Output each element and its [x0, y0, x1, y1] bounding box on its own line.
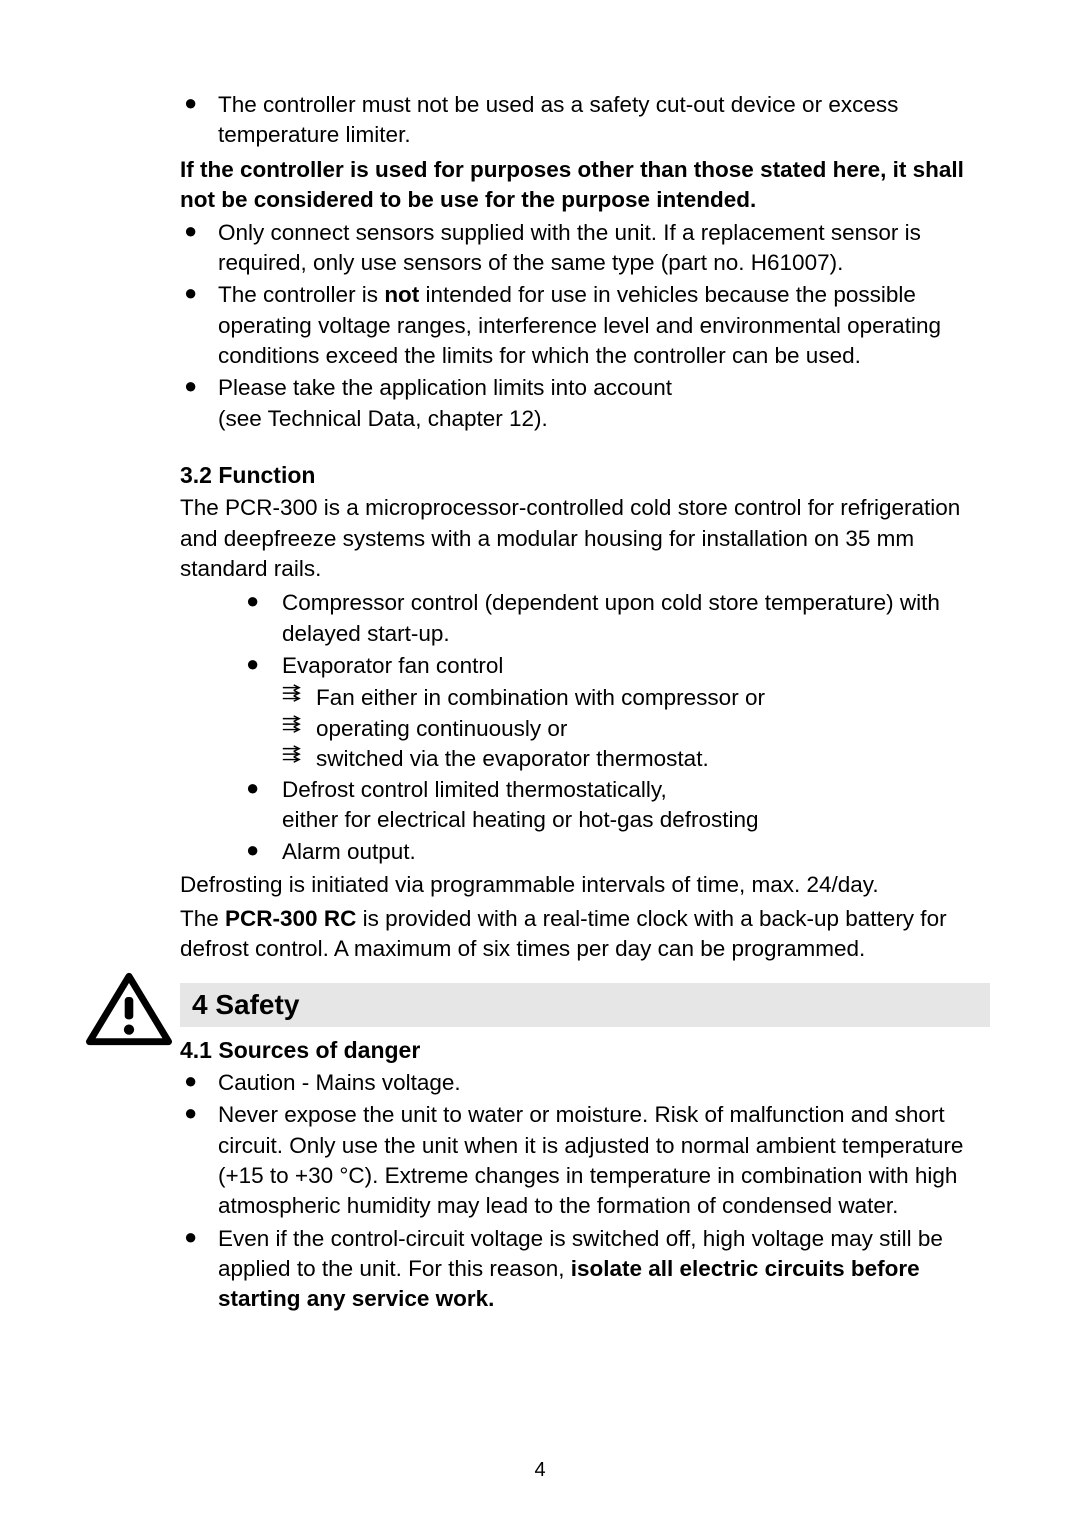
fan-sub-item: Fan either in combination with compresso…	[280, 683, 990, 713]
content-column: ● The controller must not be used as a s…	[180, 90, 990, 1315]
rc-pre: The	[180, 906, 225, 931]
safety-bullet: ● Even if the control-circuit voltage is…	[180, 1224, 990, 1315]
warning-paragraph: If the controller is used for purposes o…	[180, 155, 990, 216]
bullet-item: ● The controller is not intended for use…	[180, 280, 990, 371]
rc-line: The PCR-300 RC is provided with a real-t…	[180, 904, 990, 965]
defrost-line: Defrosting is initiated via programmable…	[180, 870, 990, 900]
text-pre: The controller is	[218, 282, 384, 307]
function-item: ● Compressor control (dependent upon col…	[242, 588, 990, 649]
function-item: ● Defrost control limited thermostatical…	[242, 775, 990, 836]
sub-text: switched via the evaporator thermostat.	[316, 744, 990, 774]
bullet-text: Defrost control limited thermostatically…	[282, 775, 990, 836]
bullet-marker: ●	[180, 280, 218, 306]
bullet-marker: ●	[242, 651, 282, 677]
bullet-text: Evaporator fan control	[282, 651, 990, 681]
bullet-marker: ●	[242, 775, 282, 801]
bullet-item: ● Please take the application limits int…	[180, 373, 990, 434]
bullet-marker: ●	[180, 373, 218, 399]
bullet-marker: ●	[242, 837, 282, 863]
warning-triangle-icon	[86, 971, 172, 1047]
bullet-marker: ●	[180, 218, 218, 244]
bullet-item: ● The controller must not be used as a s…	[180, 90, 990, 151]
fan-sub-item: switched via the evaporator thermostat.	[280, 744, 990, 774]
bullet-item: ● Only connect sensors supplied with the…	[180, 218, 990, 279]
bullet-marker: ●	[180, 90, 218, 116]
intro-paragraph: The PCR-300 is a microprocessor-controll…	[180, 493, 990, 584]
bullet-text: Caution - Mains voltage.	[218, 1068, 990, 1098]
bullet-text: Never expose the unit to water or moistu…	[218, 1100, 990, 1222]
bullet-text: The controller must not be used as a saf…	[218, 90, 990, 151]
arrow-icon	[280, 714, 316, 743]
page: ● The controller must not be used as a s…	[0, 0, 1080, 1528]
sub-text: Fan either in combination with compresso…	[316, 683, 990, 713]
bullet-text: Alarm output.	[282, 837, 990, 867]
bullet-text: Compressor control (dependent upon cold …	[282, 588, 990, 649]
function-item: ● Evaporator fan control	[242, 651, 990, 681]
safety-bullet: ● Never expose the unit to water or mois…	[180, 1100, 990, 1222]
bullet-marker: ●	[180, 1100, 218, 1126]
safety-bullet: ● Caution - Mains voltage.	[180, 1068, 990, 1098]
fan-sub-item: operating continuously or	[280, 714, 990, 744]
bullet-text: Even if the control-circuit voltage is s…	[218, 1224, 990, 1315]
arrow-icon	[280, 744, 316, 773]
text-bold: not	[384, 282, 419, 307]
bullet-marker: ●	[180, 1224, 218, 1250]
rc-bold: PCR-300 RC	[225, 906, 356, 931]
bullet-text: Only connect sensors supplied with the u…	[218, 218, 990, 279]
bullet-marker: ●	[242, 588, 282, 614]
page-number: 4	[0, 1459, 1080, 1482]
bullet-text: The controller is not intended for use i…	[218, 280, 990, 371]
section-4-safety: 4 Safety	[180, 983, 990, 1027]
arrow-icon	[280, 683, 316, 712]
heading-4-1: 4.1 Sources of danger	[180, 1037, 990, 1064]
bullet-text: Please take the application limits into …	[218, 373, 990, 434]
heading-3-2: 3.2 Function	[180, 462, 990, 489]
bullet-marker: ●	[180, 1068, 218, 1094]
function-item: ● Alarm output.	[242, 837, 990, 867]
sub-text: operating continuously or	[316, 714, 990, 744]
